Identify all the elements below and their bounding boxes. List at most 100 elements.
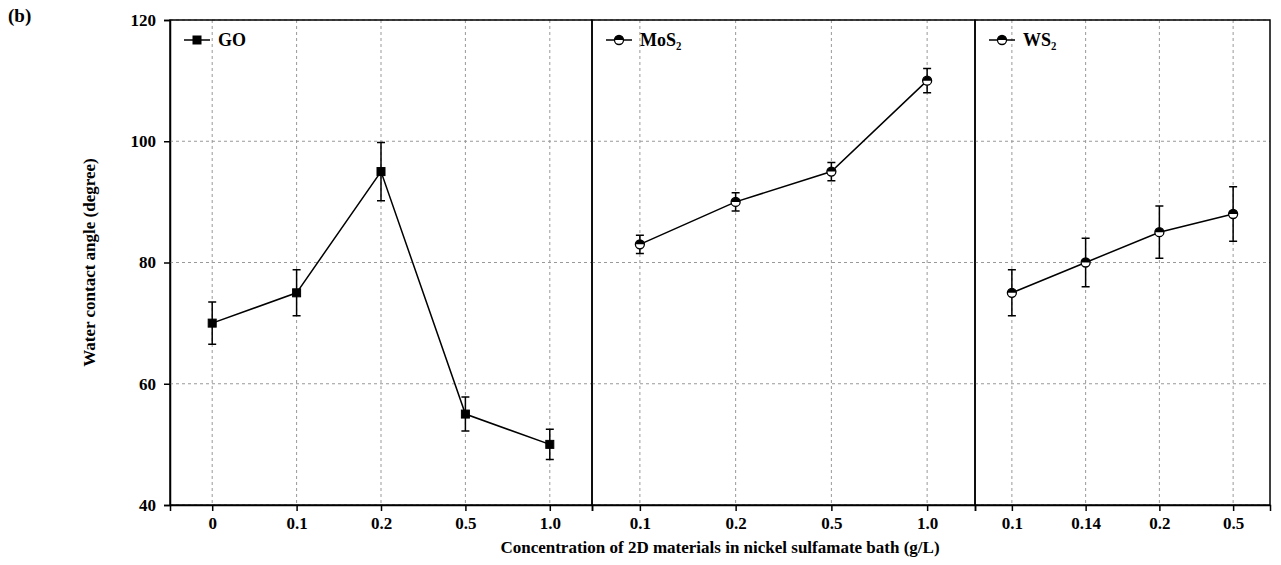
marker — [923, 76, 932, 85]
error-bar — [293, 270, 301, 316]
marker — [461, 410, 469, 418]
x-tick: 0.1 — [1002, 505, 1023, 533]
error-bar — [461, 397, 469, 431]
marker — [1155, 228, 1164, 237]
x-tick-mark — [927, 505, 929, 511]
data-area — [208, 142, 554, 459]
marker — [1081, 258, 1090, 267]
grid-line-y — [975, 383, 1270, 384]
y-axis: 406080100120 — [131, 11, 171, 515]
x-tick: 0.2 — [726, 505, 747, 533]
grid-line-x — [639, 20, 640, 505]
x-axis-line — [976, 506, 1271, 512]
y-tick-mark — [164, 141, 170, 143]
legend-marker — [615, 36, 624, 45]
marker — [731, 197, 740, 206]
panel-frame — [975, 20, 1270, 505]
x-tick-label: 0.2 — [1149, 514, 1170, 533]
y-tick-label: 100 — [131, 132, 157, 151]
y-tick-mark — [164, 505, 170, 507]
x-tick-label: 0.14 — [1071, 514, 1101, 533]
marker — [377, 168, 385, 176]
x-tick-mark — [831, 505, 833, 511]
series-line — [1012, 214, 1233, 293]
x-tick-mark — [465, 505, 467, 511]
y-tick: 80 — [139, 253, 170, 272]
x-tick-mark — [550, 505, 552, 511]
grid-line-y — [975, 141, 1270, 142]
legend-marker — [998, 36, 1007, 45]
grid-line-y — [592, 383, 975, 384]
x-tick-mark — [212, 505, 214, 511]
y-tick-mark — [164, 384, 170, 386]
y-tick-label: 80 — [139, 253, 156, 272]
x-tick-label: 0.5 — [821, 514, 842, 533]
legend: GO — [184, 30, 246, 50]
grid-line-x — [1233, 20, 1234, 505]
marker — [1007, 288, 1016, 297]
error-bar — [827, 162, 835, 180]
error-bar — [1082, 238, 1090, 287]
x-tick-label: 0.5 — [455, 514, 476, 533]
grid-line-x — [1159, 20, 1160, 505]
legend-marker — [193, 36, 201, 44]
x-tick-label: 1.0 — [540, 514, 561, 533]
legend-label: MoS₂ — [640, 30, 681, 50]
x-tick-label: 1.0 — [917, 514, 938, 533]
error-bar — [377, 142, 385, 200]
x-tick: 0.1 — [286, 505, 307, 533]
grid — [975, 20, 1270, 505]
y-tick-mark — [164, 262, 170, 264]
x-tick: 0.2 — [1149, 505, 1170, 533]
panel-frame — [592, 20, 975, 505]
y-tick-label: 60 — [139, 375, 156, 394]
x-tick-label: 0.2 — [726, 514, 747, 533]
grid-line-x — [296, 20, 297, 505]
data-area — [1007, 187, 1237, 316]
y-tick-mark — [164, 20, 170, 22]
x-tick-label: 0.1 — [630, 514, 651, 533]
legend: WS₂ — [989, 30, 1056, 50]
x-tick-mark — [1012, 505, 1014, 511]
grid-line-y — [592, 262, 975, 263]
series-line — [212, 172, 550, 445]
x-tick-mark — [381, 505, 383, 511]
x-tick-mark — [1233, 505, 1235, 511]
panel-label: (b) — [8, 5, 31, 27]
marker — [1229, 210, 1238, 219]
x-tick-mark — [640, 505, 642, 511]
x-tick-label: 0.1 — [1002, 514, 1023, 533]
x-axis: 0.1 0.14 0.2 0.5 — [976, 505, 1271, 533]
error-bar — [636, 235, 644, 253]
x-axis: 0.1 0.2 0.5 1.0 — [593, 505, 976, 533]
y-tick: 100 — [131, 132, 171, 151]
x-tick: 1.0 — [540, 505, 561, 533]
grid — [592, 20, 975, 505]
data-area — [635, 69, 931, 254]
error-bar — [208, 302, 216, 344]
marker — [293, 289, 301, 297]
grid — [170, 20, 592, 505]
x-tick: 0.2 — [371, 505, 392, 533]
error-bar — [546, 429, 554, 459]
x-axis-line — [171, 506, 593, 512]
x-tick-mark — [735, 505, 737, 511]
panel-frame — [170, 20, 592, 505]
grid-line-x — [381, 20, 382, 505]
x-tick-label: 0.5 — [1223, 514, 1244, 533]
error-bar — [923, 69, 931, 93]
x-tick: 0.1 — [630, 505, 651, 533]
y-tick: 60 — [139, 375, 170, 394]
x-tick-mark — [296, 505, 298, 511]
legend: MoS₂ — [606, 30, 681, 50]
panel: 00.10.20.51.0GO — [170, 20, 593, 533]
y-tick: 120 — [131, 11, 171, 30]
x-tick: 0.5 — [821, 505, 842, 533]
x-tick-label: 0.1 — [286, 514, 307, 533]
x-tick-label: 0.2 — [371, 514, 392, 533]
x-tick: 0.5 — [1223, 505, 1244, 533]
marker — [546, 440, 554, 448]
x-tick-mark — [1085, 505, 1087, 511]
marker — [635, 240, 644, 249]
y-axis-title: Water contact angle (degree) — [80, 158, 99, 367]
